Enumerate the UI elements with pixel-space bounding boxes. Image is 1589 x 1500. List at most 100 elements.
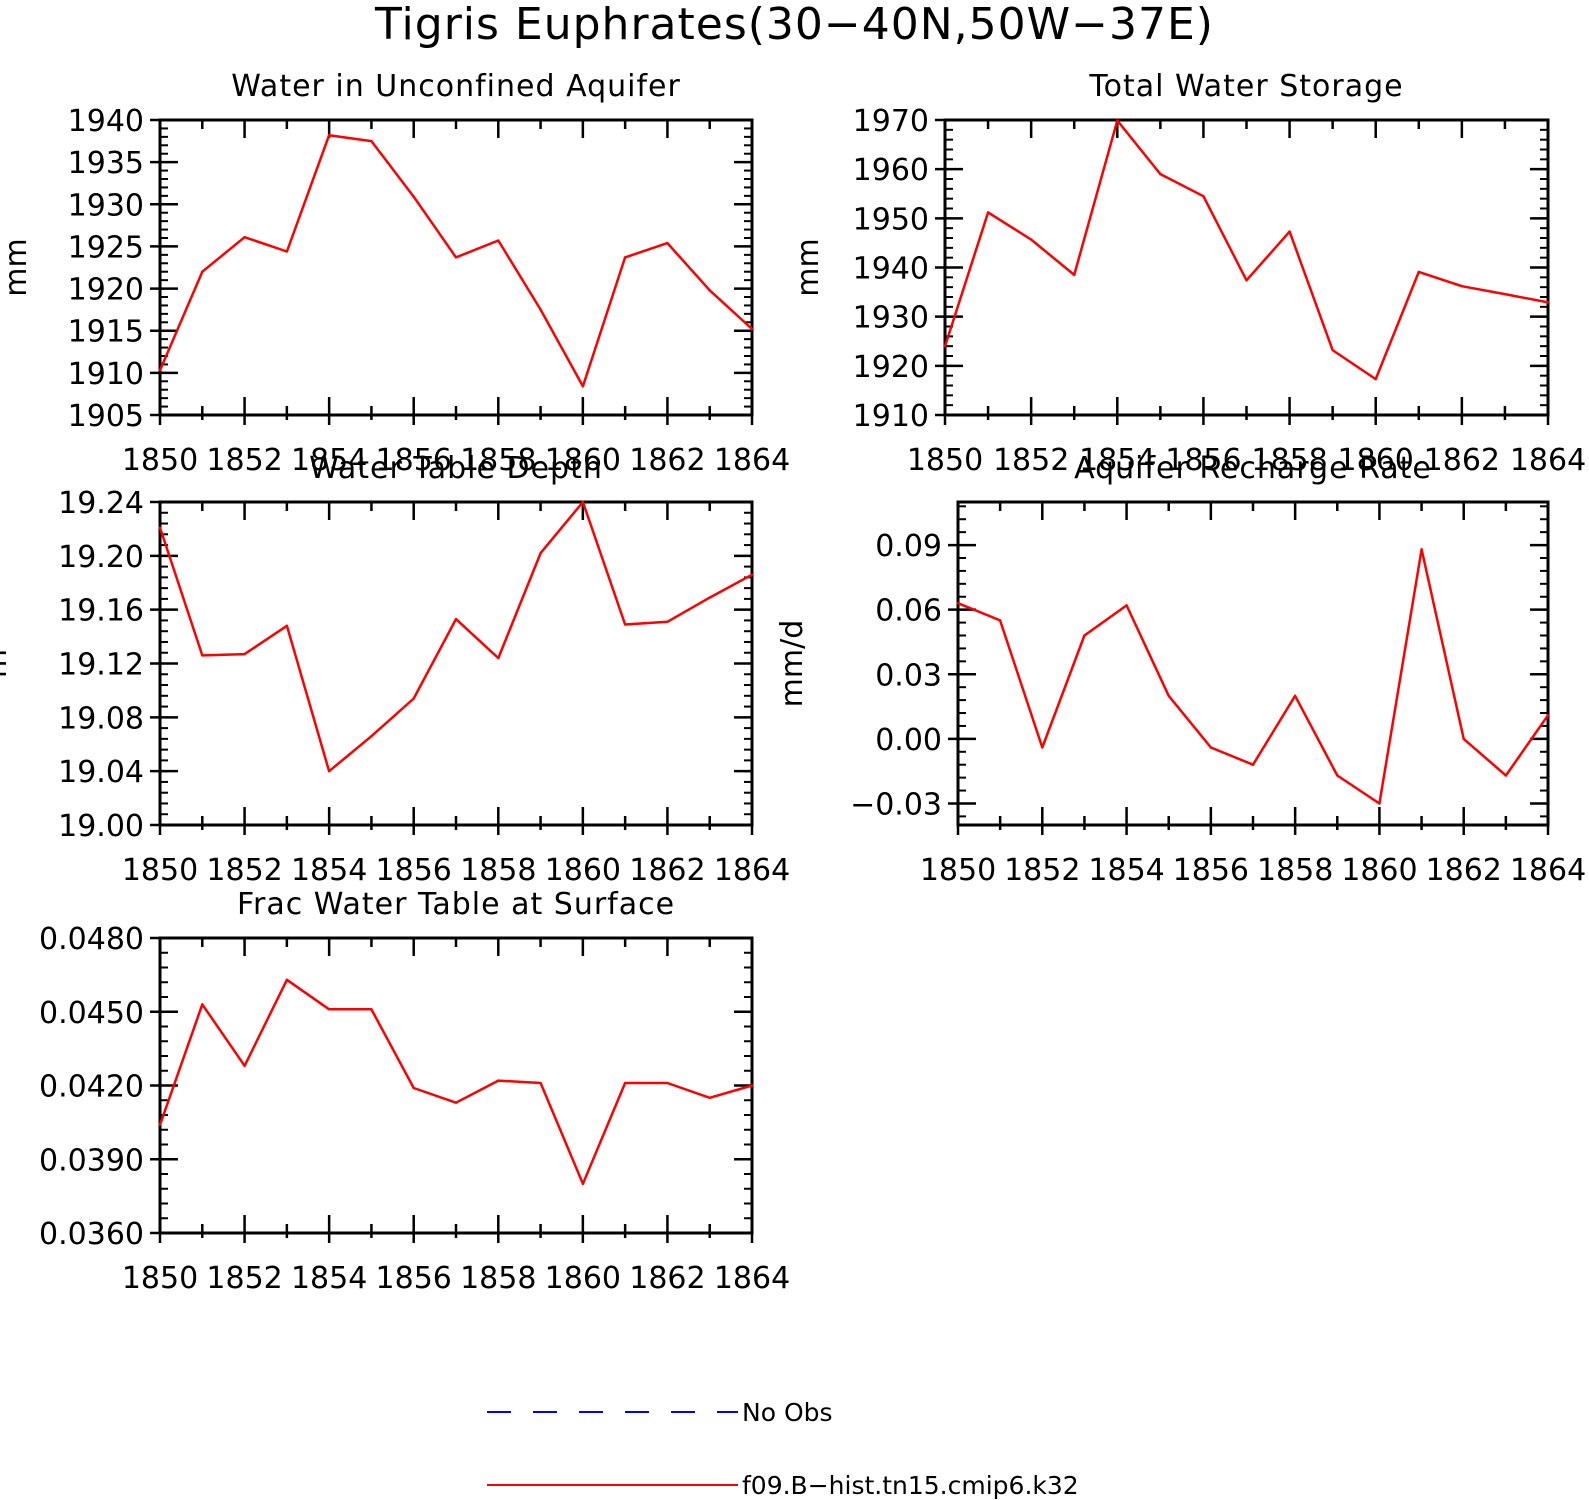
- y-tick-label: 0.09: [875, 529, 942, 564]
- y-tick-label: 19.24: [58, 486, 144, 521]
- data-point: [998, 619, 1002, 622]
- data-point: [539, 1081, 542, 1085]
- data-point: [1125, 604, 1128, 607]
- x-tick-label: 1852: [206, 1261, 282, 1296]
- y-tick-label: 0.03: [875, 658, 942, 693]
- y-tick-label: 0.0360: [39, 1217, 144, 1252]
- x-tick-label: 1862: [1426, 853, 1502, 888]
- x-tick-label: 1862: [629, 853, 705, 888]
- y-tick-label: 1910: [68, 357, 144, 392]
- data-point: [708, 596, 711, 599]
- data-point: [243, 1064, 246, 1068]
- x-tick-label: 1858: [460, 443, 536, 478]
- x-tick-label: 1854: [1088, 853, 1164, 888]
- y-tick-label: 1940: [853, 252, 929, 287]
- x-tick-label: 1860: [545, 443, 621, 478]
- x-tick-label: 1856: [1165, 443, 1241, 478]
- data-point: [1331, 348, 1334, 352]
- y-tick-label: 0.00: [875, 723, 942, 758]
- data-point: [370, 139, 373, 143]
- x-tick-label: 1858: [1251, 443, 1327, 478]
- data-point: [370, 734, 373, 738]
- data-point: [243, 652, 246, 656]
- data-point: [1504, 774, 1508, 777]
- data-point: [1159, 172, 1162, 176]
- x-tick-label: 1850: [122, 853, 198, 888]
- y-tick-label: 1925: [68, 230, 144, 265]
- data-point: [158, 1123, 162, 1127]
- x-tick-label: 1850: [920, 853, 996, 888]
- data-point: [623, 623, 627, 626]
- data-point: [1460, 284, 1464, 288]
- x-tick-label: 1850: [122, 1261, 198, 1296]
- series-line: [943, 119, 1549, 381]
- legend-label: No Obs: [742, 1398, 833, 1427]
- data-point: [243, 235, 246, 239]
- y-tick-label: 1920: [853, 350, 929, 385]
- series-line: [158, 500, 753, 773]
- data-point: [1167, 694, 1170, 697]
- data-point: [201, 1003, 204, 1006]
- data-point: [454, 617, 458, 621]
- data-point: [497, 1079, 500, 1082]
- data-point: [708, 1096, 711, 1099]
- data-point: [581, 1182, 585, 1186]
- series-line: [158, 133, 753, 388]
- data-point: [158, 369, 162, 372]
- y-tick-label: 0.0480: [39, 922, 144, 957]
- y-tick-label: 1970: [853, 104, 929, 139]
- x-tick-label: 1856: [376, 443, 452, 478]
- data-point: [581, 385, 585, 388]
- data-point: [1546, 713, 1550, 717]
- data-point: [327, 1008, 331, 1011]
- data-point: [1462, 737, 1465, 741]
- data-point: [412, 195, 415, 198]
- data-point: [539, 551, 542, 555]
- data-point: [1546, 301, 1550, 304]
- y-tick-label: 19.08: [58, 701, 144, 736]
- data-point: [943, 344, 947, 348]
- data-point: [1116, 119, 1119, 122]
- x-tick-label: 1852: [206, 853, 282, 888]
- y-axis-label: mm: [791, 238, 826, 296]
- y-axis-label: m: [0, 649, 14, 678]
- y-tick-label: 1960: [853, 153, 929, 188]
- x-tick-label: 1860: [1341, 853, 1417, 888]
- x-tick-label: 1862: [629, 443, 705, 478]
- panel-title: Water Table Depth: [309, 451, 603, 486]
- y-tick-label: 0.0420: [39, 1070, 144, 1105]
- y-axis-label: mm: [0, 238, 34, 296]
- x-tick-label: 1856: [1173, 853, 1249, 888]
- data-point: [158, 526, 162, 529]
- plot-frame: [956, 500, 1550, 827]
- chart-panel-3: Water Table Depth 1850 1852 1854 1856 1858 186…: [0, 451, 790, 888]
- x-tick-label: 1858: [460, 853, 536, 888]
- data-point: [454, 1101, 458, 1104]
- x-tick-label: 1858: [1257, 853, 1333, 888]
- data-point: [1336, 774, 1339, 777]
- y-tick-label: 1930: [853, 301, 929, 336]
- figure-title: Tigris Euphrates(30−40N,50W−37E): [375, 0, 1214, 50]
- data-point: [750, 573, 754, 576]
- data-point: [327, 133, 331, 137]
- panel-title: Total Water Storage: [1088, 69, 1403, 104]
- x-tick-label: 1852: [1004, 853, 1080, 888]
- data-point: [1245, 279, 1248, 282]
- y-tick-label: 1930: [68, 188, 144, 223]
- y-tick-label: 19.04: [58, 755, 144, 790]
- data-point: [497, 656, 500, 660]
- data-point: [454, 256, 458, 259]
- y-tick-label: 0.06: [875, 594, 942, 629]
- data-point: [1288, 230, 1291, 233]
- x-tick-label: 1850: [122, 443, 198, 478]
- data-point: [666, 620, 669, 623]
- data-point: [623, 1081, 627, 1085]
- data-point: [708, 289, 711, 292]
- data-point: [201, 654, 204, 657]
- legend: No Obs f09.B−hist.tn15.cmip6.k32: [487, 1398, 1079, 1500]
- data-point: [986, 211, 990, 214]
- data-point: [497, 239, 500, 242]
- chart-panel-4: Aquifer Recharge Rate 1850 1852 1854 1856 185…: [775, 451, 1586, 888]
- y-tick-label: 0.0450: [39, 996, 144, 1031]
- data-point: [1374, 377, 1377, 381]
